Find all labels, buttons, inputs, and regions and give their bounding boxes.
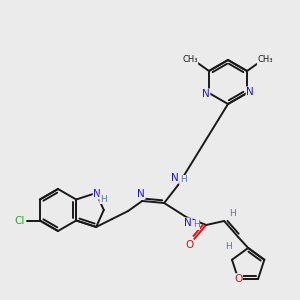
- Text: H: H: [225, 242, 232, 251]
- Text: CH₃: CH₃: [182, 56, 198, 64]
- Text: N: N: [202, 89, 210, 99]
- Text: CH₃: CH₃: [257, 56, 273, 64]
- Text: H: H: [229, 209, 236, 218]
- Text: O: O: [234, 274, 242, 284]
- Text: H: H: [180, 176, 187, 184]
- Text: O: O: [185, 240, 193, 250]
- Text: H: H: [100, 194, 106, 203]
- Text: H: H: [193, 220, 200, 230]
- Text: N: N: [137, 189, 145, 199]
- Text: N: N: [184, 218, 192, 228]
- Text: Cl: Cl: [15, 215, 25, 226]
- Text: N: N: [171, 173, 179, 183]
- Text: N: N: [246, 87, 254, 97]
- Text: N: N: [93, 189, 101, 199]
